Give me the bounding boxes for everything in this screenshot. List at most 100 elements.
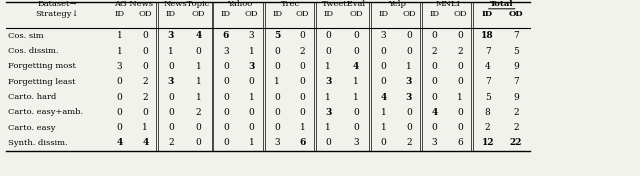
Text: Forgetting least: Forgetting least (8, 78, 75, 86)
Text: AG News: AG News (114, 0, 152, 8)
Text: 0: 0 (117, 123, 122, 132)
Text: 0: 0 (300, 108, 305, 117)
Text: 0: 0 (353, 108, 358, 117)
Text: 0: 0 (353, 47, 358, 56)
Text: OD: OD (453, 10, 467, 18)
Text: 4: 4 (142, 139, 148, 147)
Text: 4: 4 (116, 139, 123, 147)
Text: 1: 1 (458, 93, 463, 102)
Text: 1: 1 (249, 139, 254, 147)
Text: 0: 0 (249, 123, 254, 132)
Text: Dataset→: Dataset→ (37, 0, 77, 8)
Text: 4: 4 (353, 62, 359, 71)
Text: Carto. hard: Carto. hard (8, 93, 56, 101)
Text: 0: 0 (143, 62, 148, 71)
Text: 3: 3 (248, 62, 255, 71)
Text: 1: 1 (381, 108, 386, 117)
Text: 1: 1 (196, 77, 201, 86)
Text: 3: 3 (432, 139, 437, 147)
Text: 1: 1 (196, 62, 201, 71)
Text: 2: 2 (406, 139, 412, 147)
Text: 0: 0 (143, 108, 148, 117)
Text: OD: OD (138, 10, 152, 18)
Text: 4: 4 (431, 108, 438, 117)
Text: OD: OD (509, 10, 523, 18)
Text: 1: 1 (406, 62, 412, 71)
Text: 2: 2 (143, 77, 148, 86)
Text: 1: 1 (353, 77, 358, 86)
Text: 5: 5 (513, 47, 519, 56)
Text: 1: 1 (326, 93, 331, 102)
Text: 0: 0 (223, 139, 228, 147)
Text: 0: 0 (326, 47, 331, 56)
Text: 0: 0 (432, 93, 437, 102)
Text: 0: 0 (458, 77, 463, 86)
Text: 1: 1 (196, 93, 201, 102)
Text: 1: 1 (249, 93, 254, 102)
Text: 1: 1 (117, 31, 122, 40)
Text: 0: 0 (117, 93, 122, 102)
Text: 0: 0 (353, 31, 358, 40)
Text: 2: 2 (432, 47, 437, 56)
Text: 0: 0 (432, 77, 437, 86)
Text: 1: 1 (326, 123, 331, 132)
Text: 0: 0 (406, 47, 412, 56)
Text: 0: 0 (249, 77, 254, 86)
Text: 0: 0 (353, 123, 358, 132)
Text: 2: 2 (143, 93, 148, 102)
Text: 1: 1 (353, 93, 358, 102)
Text: 0: 0 (406, 31, 412, 40)
Text: 2: 2 (513, 108, 518, 117)
Text: 6: 6 (300, 139, 306, 147)
Text: OD: OD (244, 10, 259, 18)
Text: ID: ID (115, 10, 125, 18)
Text: Carto. easy+amb.: Carto. easy+amb. (8, 108, 83, 116)
Text: ID: ID (378, 10, 388, 18)
Text: 18: 18 (481, 31, 494, 40)
Text: Yahoo: Yahoo (227, 0, 252, 8)
Text: 0: 0 (432, 123, 437, 132)
Text: 3: 3 (325, 108, 332, 117)
Text: OD: OD (191, 10, 205, 18)
Text: 0: 0 (300, 31, 305, 40)
Text: 0: 0 (168, 62, 173, 71)
Text: ID: ID (272, 10, 282, 18)
Text: 9: 9 (513, 62, 518, 71)
Text: 0: 0 (275, 108, 280, 117)
Text: Yelp: Yelp (388, 0, 406, 8)
Text: 5: 5 (484, 93, 491, 102)
Text: Strategy↓: Strategy↓ (35, 10, 79, 18)
Text: 0: 0 (458, 31, 463, 40)
Text: 3: 3 (223, 47, 228, 56)
Text: 0: 0 (300, 93, 305, 102)
Text: 0: 0 (381, 47, 386, 56)
Text: TweetEval: TweetEval (322, 0, 365, 8)
Text: ID: ID (482, 10, 493, 18)
Text: 3: 3 (325, 77, 332, 86)
Text: 3: 3 (406, 93, 412, 102)
Text: 0: 0 (143, 47, 148, 56)
Text: Synth. dissim.: Synth. dissim. (8, 139, 67, 147)
Text: 7: 7 (485, 47, 490, 56)
Text: 0: 0 (223, 77, 228, 86)
Text: 0: 0 (432, 31, 437, 40)
Text: ID: ID (429, 10, 440, 18)
Text: 0: 0 (275, 93, 280, 102)
Text: 1: 1 (300, 123, 305, 132)
Text: 4: 4 (195, 31, 202, 40)
Text: Forgetting most: Forgetting most (8, 62, 76, 70)
Text: Total: Total (490, 0, 513, 8)
Text: 4: 4 (485, 62, 490, 71)
Text: OD: OD (349, 10, 363, 18)
Text: 0: 0 (275, 47, 280, 56)
Text: 2: 2 (196, 108, 201, 117)
Text: 0: 0 (300, 77, 305, 86)
Text: Carto. easy: Carto. easy (8, 124, 55, 132)
Text: 1: 1 (168, 47, 173, 56)
Text: MNLI: MNLI (435, 0, 461, 8)
Text: ID: ID (323, 10, 333, 18)
Text: 0: 0 (381, 62, 386, 71)
Text: OD: OD (296, 10, 310, 18)
Text: 1: 1 (326, 62, 331, 71)
Text: 0: 0 (117, 77, 122, 86)
